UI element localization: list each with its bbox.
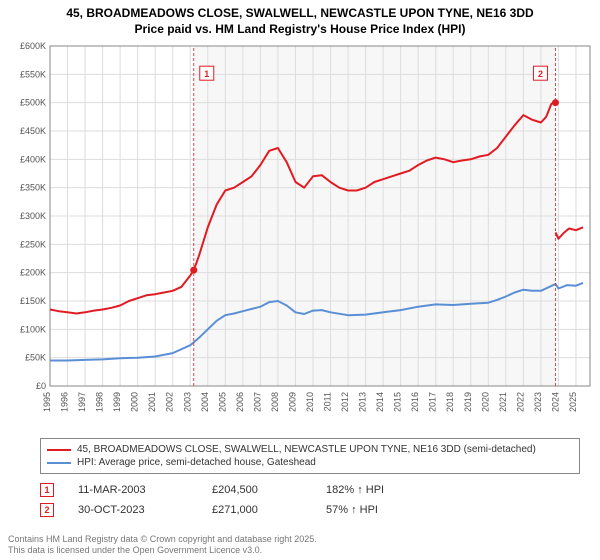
svg-text:2003: 2003: [182, 392, 192, 412]
svg-text:2010: 2010: [305, 392, 315, 412]
svg-text:2015: 2015: [393, 392, 403, 412]
event-price: £204,500: [212, 484, 302, 496]
svg-text:2023: 2023: [533, 392, 543, 412]
svg-text:£100K: £100K: [20, 324, 46, 334]
svg-text:2019: 2019: [463, 392, 473, 412]
event-date: 30-OCT-2023: [78, 504, 188, 516]
legend-label: 45, BROADMEADOWS CLOSE, SWALWELL, NEWCAS…: [77, 444, 536, 455]
svg-text:2020: 2020: [480, 392, 490, 412]
svg-text:£350K: £350K: [20, 183, 46, 193]
svg-text:£300K: £300K: [20, 211, 46, 221]
svg-text:£50K: £50K: [25, 353, 46, 363]
chart-title: 45, BROADMEADOWS CLOSE, SWALWELL, NEWCAS…: [0, 0, 600, 39]
svg-text:£150K: £150K: [20, 296, 46, 306]
event-hpi: 182% ↑ HPI: [326, 484, 426, 496]
event-row: 2 30-OCT-2023 £271,000 57% ↑ HPI: [40, 500, 580, 520]
svg-text:1997: 1997: [77, 392, 87, 412]
event-number-badge: 2: [40, 503, 54, 517]
svg-text:£500K: £500K: [20, 98, 46, 108]
svg-text:2017: 2017: [428, 392, 438, 412]
legend-label: HPI: Average price, semi-detached house,…: [77, 457, 316, 468]
svg-text:1: 1: [204, 69, 209, 79]
svg-text:2009: 2009: [287, 392, 297, 412]
svg-text:£450K: £450K: [20, 126, 46, 136]
footer-line1: Contains HM Land Registry data © Crown c…: [8, 534, 317, 545]
svg-text:£0: £0: [36, 381, 46, 391]
svg-text:2006: 2006: [235, 392, 245, 412]
svg-text:2001: 2001: [147, 392, 157, 412]
legend-swatch: [47, 462, 71, 464]
svg-text:2012: 2012: [340, 392, 350, 412]
footer-attribution: Contains HM Land Registry data © Crown c…: [8, 534, 317, 556]
svg-text:2016: 2016: [410, 392, 420, 412]
svg-text:2002: 2002: [165, 392, 175, 412]
svg-text:2014: 2014: [375, 392, 385, 412]
svg-text:2004: 2004: [200, 392, 210, 412]
legend: 45, BROADMEADOWS CLOSE, SWALWELL, NEWCAS…: [40, 438, 580, 474]
title-line1: 45, BROADMEADOWS CLOSE, SWALWELL, NEWCAS…: [10, 6, 590, 22]
svg-text:£200K: £200K: [20, 268, 46, 278]
svg-text:2005: 2005: [217, 392, 227, 412]
event-number-badge: 1: [40, 483, 54, 497]
svg-text:2022: 2022: [515, 392, 525, 412]
legend-swatch: [47, 449, 71, 451]
legend-row: 45, BROADMEADOWS CLOSE, SWALWELL, NEWCAS…: [47, 443, 573, 456]
svg-text:2025: 2025: [568, 392, 578, 412]
event-row: 1 11-MAR-2003 £204,500 182% ↑ HPI: [40, 480, 580, 500]
event-price: £271,000: [212, 504, 302, 516]
chart-container: 45, BROADMEADOWS CLOSE, SWALWELL, NEWCAS…: [0, 0, 600, 560]
title-line2: Price paid vs. HM Land Registry's House …: [10, 22, 590, 38]
svg-text:£550K: £550K: [20, 69, 46, 79]
footer-line2: This data is licensed under the Open Gov…: [8, 545, 317, 556]
event-date: 11-MAR-2003: [78, 484, 188, 496]
svg-text:2: 2: [538, 69, 543, 79]
svg-text:1998: 1998: [95, 392, 105, 412]
event-table: 1 11-MAR-2003 £204,500 182% ↑ HPI 2 30-OCT-20…: [40, 480, 580, 520]
svg-text:£250K: £250K: [20, 239, 46, 249]
svg-text:1995: 1995: [42, 392, 52, 412]
svg-text:2021: 2021: [498, 392, 508, 412]
svg-text:2024: 2024: [550, 392, 560, 412]
svg-text:2018: 2018: [445, 392, 455, 412]
svg-text:2013: 2013: [358, 392, 368, 412]
event-hpi: 57% ↑ HPI: [326, 504, 426, 516]
svg-text:2008: 2008: [270, 392, 280, 412]
chart-svg: £0 £50K £100K £150K £200K £250K £300K £350K £400…: [0, 40, 600, 430]
svg-text:£400K: £400K: [20, 154, 46, 164]
chart-area: £0 £50K £100K £150K £200K £250K £300K £350K £400…: [0, 40, 600, 430]
svg-text:2000: 2000: [130, 392, 140, 412]
svg-text:2007: 2007: [252, 392, 262, 412]
svg-text:£600K: £600K: [20, 41, 46, 51]
svg-text:1996: 1996: [60, 392, 70, 412]
legend-row: HPI: Average price, semi-detached house,…: [47, 456, 573, 469]
svg-text:1999: 1999: [112, 392, 122, 412]
svg-text:2011: 2011: [323, 392, 333, 411]
